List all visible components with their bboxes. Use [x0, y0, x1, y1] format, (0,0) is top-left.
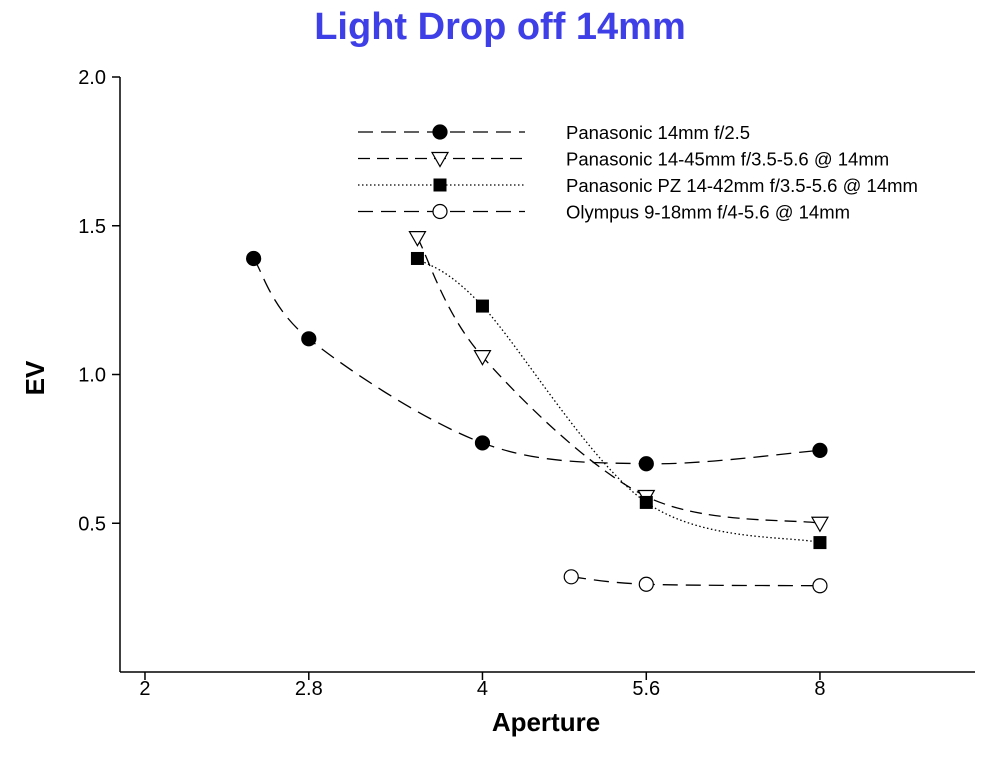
legend-label: Olympus 9-18mm f/4-5.6 @ 14mm: [566, 202, 850, 223]
data-point: [813, 536, 827, 550]
series-lines: [253, 237, 821, 587]
series-line-2: [417, 257, 821, 544]
chart-title: Light Drop off 14mm: [314, 6, 686, 48]
data-point: [563, 569, 579, 585]
data-point: [812, 578, 828, 594]
legend-label: Panasonic 14mm f/2.5: [566, 122, 750, 143]
series-line-3: [571, 576, 820, 587]
data-point: [301, 331, 317, 347]
series-line-1: [416, 237, 821, 524]
x-axis-label: Aperture: [492, 707, 600, 737]
legend-label: Panasonic 14-45mm f/3.5-5.6 @ 14mm: [566, 149, 889, 170]
y-tick-label: 0.5: [78, 513, 106, 535]
legend-marker: [433, 178, 447, 192]
data-point: [639, 495, 653, 509]
axes: 0.5 1.0 1.5 2.0 2 2.8 4 5.6 8: [78, 67, 975, 700]
data-point: [475, 299, 489, 313]
data-point: [474, 435, 491, 451]
x-tick-label: 8: [814, 678, 825, 700]
y-tick-label: 1.5: [78, 216, 106, 238]
x-tick-label: 4: [477, 678, 488, 700]
legend-label: Panasonic PZ 14-42mm f/3.5-5.6 @ 14mm: [566, 175, 918, 196]
x-tick-label: 2.8: [295, 678, 323, 700]
legend: Panasonic 14mm f/2.5 Panasonic 14-45mm f/…: [358, 122, 918, 223]
legend-marker: [432, 124, 448, 140]
data-point: [638, 456, 654, 472]
data-point: [810, 516, 829, 533]
data-point: [246, 250, 262, 267]
x-tick-label: 2: [139, 678, 150, 700]
y-tick-label: 2.0: [78, 67, 106, 89]
y-tick-label: 1.0: [78, 365, 106, 387]
data-point: [812, 442, 828, 458]
x-tick-label: 5.6: [632, 678, 660, 700]
data-point: [638, 576, 654, 592]
series-markers: [246, 231, 829, 594]
data-point: [473, 350, 492, 366]
series-line-0: [253, 258, 820, 465]
legend-marker: [432, 203, 448, 220]
legend-marker: [430, 151, 450, 168]
y-axis-label: EV: [20, 360, 50, 395]
data-point: [410, 251, 424, 265]
data-point: [408, 231, 427, 247]
